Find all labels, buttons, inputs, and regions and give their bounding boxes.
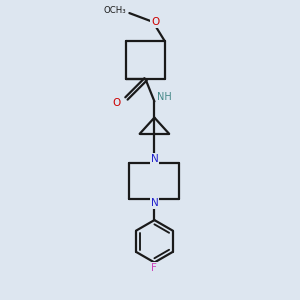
Text: O: O <box>112 98 120 108</box>
Text: NH: NH <box>157 92 172 102</box>
Text: F: F <box>152 263 158 273</box>
Text: O: O <box>151 17 159 27</box>
Text: N: N <box>151 154 158 164</box>
Text: OCH₃: OCH₃ <box>104 6 126 15</box>
Text: N: N <box>151 198 158 208</box>
